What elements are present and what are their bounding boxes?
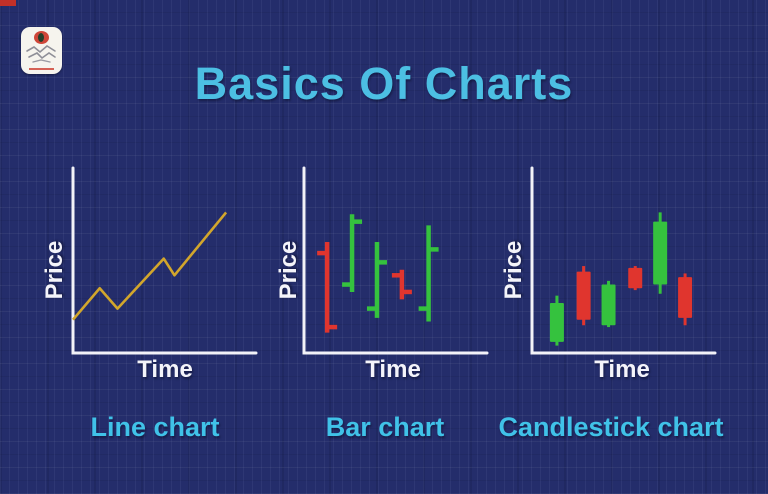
candlestick-chart-x-axis-label: Time [594, 356, 650, 383]
candlestick-chart-caption: Candlestick chart [498, 412, 724, 442]
top-left-red-mark [0, 0, 16, 6]
line-chart-x-axis-label: Time [137, 356, 193, 383]
brand-logo [21, 27, 62, 74]
logo-dot-core [38, 33, 44, 42]
logo-sketch-icon [26, 45, 56, 63]
line-chart-caption: Line chart [90, 412, 220, 442]
logo-caption-mark [29, 68, 54, 70]
bar-chart-x-axis-label: Time [365, 356, 421, 383]
logo-red-dot-icon [34, 31, 49, 44]
bar-chart-figure [302, 166, 489, 355]
bar-chart-caption: Bar chart [325, 412, 445, 442]
line-chart-figure [71, 166, 258, 355]
page-title: Basics Of Charts [194, 58, 574, 109]
candlestick-chart-figure [530, 166, 717, 355]
